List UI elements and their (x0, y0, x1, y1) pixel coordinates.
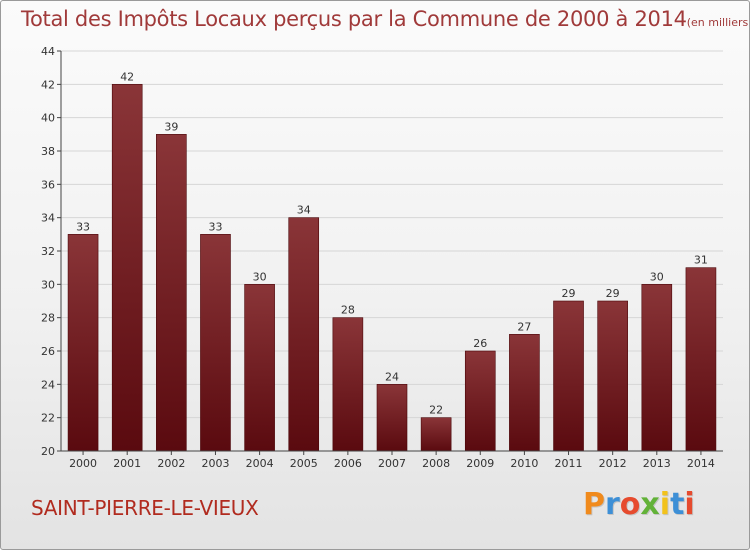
y-tick-label: 44 (41, 45, 55, 58)
data-label: 34 (297, 204, 311, 217)
logo-letter: i (659, 487, 671, 522)
data-label: 29 (606, 287, 620, 300)
data-label: 28 (341, 304, 355, 317)
bar (200, 234, 231, 452)
bar (111, 84, 143, 452)
x-tick-label: 2011 (555, 457, 583, 470)
x-tick-label: 2004 (246, 457, 274, 470)
logo-letter: r (605, 487, 620, 522)
y-tick-label: 28 (41, 312, 55, 325)
x-tick-label: 2005 (290, 457, 318, 470)
y-tick-label: 30 (41, 278, 55, 291)
bar (332, 317, 364, 452)
bar (685, 267, 717, 452)
x-tick-label: 2008 (422, 457, 450, 470)
data-label: 33 (208, 220, 222, 233)
bar (597, 300, 628, 452)
proxiti-logo: Proxiti (583, 487, 695, 522)
data-label: 22 (429, 404, 443, 417)
data-label: 29 (562, 287, 576, 300)
data-label: 39 (164, 120, 178, 133)
data-label: 27 (517, 320, 531, 333)
bar (553, 300, 584, 452)
bar (641, 284, 673, 452)
bar (420, 417, 452, 452)
logo-letter: x (640, 487, 660, 522)
y-tick-label: 40 (41, 112, 55, 125)
bar (288, 217, 320, 452)
x-tick-label: 2007 (378, 457, 406, 470)
x-tick-label: 2000 (69, 457, 97, 470)
data-label: 24 (385, 370, 399, 383)
bars (67, 84, 717, 452)
bar (244, 284, 275, 452)
data-label: 30 (253, 270, 267, 283)
y-tick-label: 38 (41, 145, 55, 158)
bar (156, 134, 187, 452)
x-tick-label: 2012 (599, 457, 627, 470)
x-tick-label: 2003 (201, 457, 229, 470)
axes: 20 22 24 26 28 30 32 34 36 38 40 42 44 2000 2001 2002 20… (41, 45, 723, 470)
x-tick-label: 2001 (113, 457, 141, 470)
logo-letter: i (684, 487, 695, 522)
chart-title: Total des Impôts Locaux perçus par la Co… (21, 7, 687, 31)
data-label: 33 (76, 220, 90, 233)
data-labels: 33 42 39 33 30 34 28 24 22 26 27 29 29 30 31 (76, 70, 708, 416)
x-tick-label: 2002 (157, 457, 185, 470)
x-tick-label: 2013 (643, 457, 671, 470)
x-tick-label: 2006 (334, 457, 362, 470)
x-tick-label: 2014 (687, 457, 715, 470)
logo-letter: o (619, 487, 641, 522)
y-tick-label: 36 (41, 178, 55, 191)
x-tick-label: 2010 (510, 457, 538, 470)
bar (509, 334, 540, 452)
y-tick-label: 20 (41, 445, 55, 458)
y-tick-label: 32 (41, 245, 55, 258)
data-label: 30 (650, 270, 664, 283)
chart-title-unit: (en milliers d'€) (686, 16, 749, 29)
data-label: 26 (473, 337, 487, 350)
commune-name: SAINT-PIERRE-LE-VIEUX (31, 496, 259, 520)
y-tick-label: 26 (41, 345, 55, 358)
y-tick-label: 22 (41, 412, 55, 425)
bar (67, 234, 99, 452)
x-tick-label: 2009 (466, 457, 494, 470)
data-label: 42 (120, 70, 134, 83)
y-tick-label: 24 (41, 378, 55, 391)
y-tick-label: 34 (41, 212, 55, 225)
bar (464, 350, 496, 452)
logo-letter: P (583, 487, 605, 522)
data-label: 31 (694, 254, 708, 267)
y-tick-label: 42 (41, 78, 55, 91)
bar (376, 384, 408, 452)
logo-letter: t (670, 487, 685, 522)
chart-title-block: Total des Impôts Locaux perçus par la Co… (21, 7, 749, 31)
